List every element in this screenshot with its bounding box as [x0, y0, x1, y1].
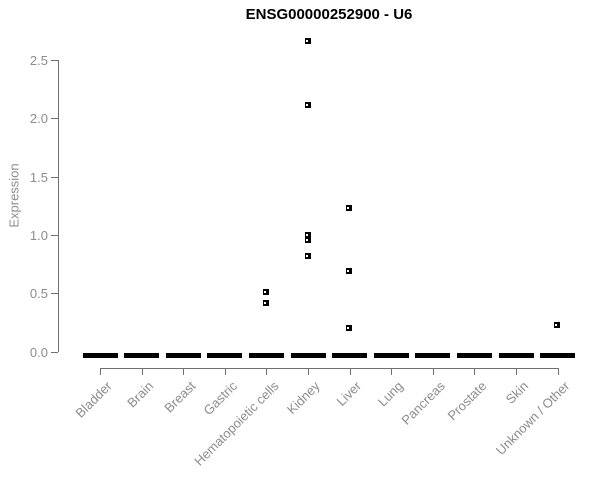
- x-axis-tick: [141, 368, 143, 375]
- data-point: [304, 236, 311, 243]
- x-tick-label: Prostate: [444, 378, 490, 424]
- data-point: [304, 231, 311, 238]
- x-axis-tick: [308, 368, 309, 375]
- y-axis-line: [58, 59, 59, 353]
- zero-expression-bar: [207, 353, 243, 358]
- x-tick-label: Pancreas: [398, 378, 448, 428]
- y-tick-label: 1.5: [29, 169, 48, 185]
- zero-expression-bar: [456, 353, 492, 358]
- zero-expression-bar: [415, 353, 451, 358]
- x-axis-tick: [432, 368, 434, 375]
- data-point: [304, 102, 311, 109]
- x-tick-label: Skin: [502, 378, 531, 407]
- zero-expression-bar: [165, 353, 201, 358]
- y-axis-tick: [51, 293, 58, 295]
- y-tick-label: 2.5: [29, 52, 48, 68]
- data-point: [346, 205, 353, 212]
- x-axis-tick: [516, 368, 517, 375]
- y-tick-label: 1.0: [29, 227, 48, 243]
- y-axis-tick: [51, 59, 58, 61]
- y-tick-label: 2.0: [29, 111, 48, 127]
- x-tick-label: Breast: [160, 378, 199, 416]
- zero-expression-bar: [373, 353, 409, 358]
- x-axis-tick: [266, 368, 268, 375]
- y-axis-label: Expression: [6, 163, 22, 228]
- x-tick-label: Brain: [124, 378, 157, 411]
- y-axis-tick: [51, 351, 58, 353]
- x-axis-tick: [100, 368, 101, 375]
- zero-expression-bar: [82, 353, 118, 358]
- x-tick-label: Kidney: [284, 378, 323, 418]
- data-point: [262, 299, 269, 306]
- data-point: [554, 321, 561, 328]
- x-tick-label: Liver: [333, 378, 365, 409]
- x-axis-tick: [474, 368, 476, 375]
- zero-expression-bar: [248, 353, 284, 358]
- data-point: [304, 252, 311, 259]
- x-tick-label: Lung: [375, 378, 407, 410]
- x-tick-label: Unknown / Other: [492, 378, 573, 458]
- x-axis-tick: [224, 368, 226, 375]
- x-axis-line: [100, 368, 559, 369]
- zero-expression-bar: [498, 353, 534, 358]
- y-axis-tick: [51, 234, 58, 236]
- x-axis-tick: [183, 368, 185, 375]
- y-tick-label: 0.0: [29, 344, 48, 360]
- x-axis-tick: [391, 368, 393, 375]
- data-point: [346, 325, 353, 332]
- x-axis-tick: [557, 368, 559, 375]
- zero-expression-bar: [124, 353, 160, 358]
- zero-expression-bar: [540, 353, 576, 358]
- data-point: [304, 38, 311, 45]
- data-point: [262, 289, 269, 295]
- y-axis-tick: [51, 176, 58, 178]
- data-point: [346, 268, 353, 275]
- y-tick-label: 0.5: [29, 286, 48, 302]
- zero-expression-bar: [332, 353, 368, 358]
- x-tick-label: Gastric: [199, 378, 240, 419]
- y-axis-tick: [51, 118, 58, 120]
- zero-expression-bar: [290, 353, 326, 358]
- x-tick-label: Bladder: [72, 378, 115, 421]
- chart-title: ENSG00000252900 - U6: [245, 6, 413, 23]
- x-axis-tick: [349, 368, 351, 375]
